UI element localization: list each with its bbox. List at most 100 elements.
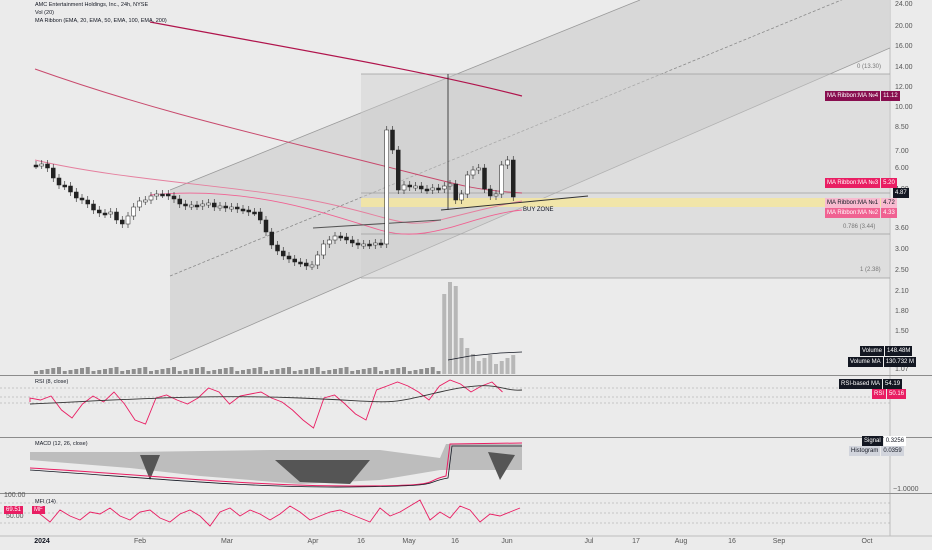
macd-area — [30, 444, 522, 484]
ma-ribbon-ma4 — [149, 21, 523, 97]
last-price-tag: 4.87 — [893, 188, 909, 198]
candle-body — [470, 169, 476, 176]
regression-channel — [170, 0, 890, 360]
candle-body — [177, 198, 182, 205]
volume-bar — [436, 371, 441, 374]
candle-body — [39, 163, 44, 167]
trendline-break — [440, 195, 589, 211]
candle-body — [217, 205, 223, 209]
fib-label-0786: 0.786 (3.44) — [843, 224, 876, 230]
volume-bar — [390, 369, 395, 374]
volume-bar — [321, 371, 326, 374]
volume-bar — [488, 355, 493, 374]
ma2-price-tag: MA Ribbon:MA №2 4.33 — [825, 208, 897, 218]
volume-bar — [97, 370, 102, 374]
candle-body — [459, 193, 464, 201]
channel-upper-line — [169, 0, 641, 191]
volume-bar — [252, 368, 257, 374]
rsi-tag: RSI 50.16 — [872, 389, 907, 399]
volume-bar — [241, 370, 245, 374]
volume-bar — [131, 369, 136, 374]
candle-body — [442, 185, 447, 190]
fib-label-0: 0 (13.30) — [857, 64, 882, 70]
volume-bar — [315, 367, 320, 374]
candle-body — [384, 129, 389, 245]
candle-body — [344, 236, 349, 241]
mfi-tick-100: 100.00 — [4, 492, 26, 499]
candle-body — [79, 197, 85, 201]
price-axis-tick: 24.00 — [895, 1, 913, 8]
volume-indicator-label[interactable]: Vol (20) — [35, 10, 54, 16]
volume-bar — [287, 367, 291, 374]
candle-body — [74, 191, 79, 199]
volume-bar — [384, 370, 389, 374]
volume-bar — [166, 368, 171, 374]
candle-body — [407, 184, 412, 188]
volume-bar — [396, 368, 401, 374]
volume-bar — [499, 361, 504, 374]
ma3-price-tag: MA Ribbon:MA №3 5.20 — [825, 178, 897, 188]
volume-bar — [62, 371, 67, 374]
volume-bar — [120, 371, 125, 374]
candle-body — [327, 239, 332, 245]
candle-body — [51, 167, 56, 179]
candle-body — [367, 243, 372, 247]
volume-bar — [160, 369, 165, 374]
candle-body — [424, 188, 430, 192]
volume-bar — [235, 371, 240, 374]
fib-label-1: 1 (2.38) — [860, 267, 881, 273]
volume-bar — [459, 338, 464, 374]
candle-body — [206, 202, 211, 206]
macd-pane-divider[interactable] — [0, 437, 932, 438]
candle-body — [33, 164, 39, 168]
macd-signal-line — [29, 445, 522, 488]
volume-bar — [206, 371, 211, 374]
volume-bar — [298, 370, 303, 374]
macd-legend[interactable]: MACD (12, 26, close) — [35, 441, 88, 447]
ma-ribbon-ma1 — [34, 159, 523, 224]
candle-body — [223, 205, 228, 209]
candle-body — [62, 184, 67, 188]
mfi-legend[interactable]: MFI (14) — [35, 499, 56, 505]
candle-body — [355, 242, 361, 246]
candle-body — [338, 235, 343, 239]
volume-bar — [154, 370, 159, 374]
candle-body — [131, 206, 136, 217]
buy-zone-band — [361, 198, 890, 207]
volume-bar — [258, 367, 263, 374]
mfi-line — [39, 499, 521, 527]
symbol-title[interactable]: AMC Entertainment Holdings, Inc., 24h, N… — [35, 2, 149, 8]
mfi-pane-divider[interactable] — [0, 493, 932, 494]
time-axis-tick: 16 — [451, 538, 459, 545]
volume-bar — [269, 370, 274, 374]
volume-bar — [511, 355, 516, 374]
volume-bar — [505, 358, 510, 374]
rsi-pane-divider[interactable] — [0, 375, 932, 376]
candle-body — [114, 211, 119, 221]
candle-body — [453, 183, 458, 201]
time-axis-tick: 17 — [632, 538, 640, 545]
price-axis-tick: 14.00 — [895, 64, 913, 71]
price-axis-tick: 16.00 — [895, 43, 913, 50]
volume-bar — [356, 370, 360, 374]
rsi-legend[interactable]: RSI (8, close) — [35, 379, 69, 385]
candle-body — [401, 184, 407, 191]
candle-body — [488, 188, 493, 197]
volume-bar — [200, 367, 205, 374]
price-axis-tick: 3.60 — [895, 225, 909, 232]
volume-bar — [494, 364, 498, 374]
candle-body — [85, 199, 90, 205]
volume-bar — [183, 370, 188, 374]
candle-body — [482, 167, 487, 190]
chart-legend: AMC Entertainment Holdings, Inc., 24h, N… — [35, 1, 167, 25]
volume-bar — [327, 370, 332, 374]
candle-body — [183, 203, 188, 207]
ma-ribbon-indicator-label[interactable]: MA Ribbon (EMA, 20, EMA, 50, EMA, 100, E… — [35, 18, 167, 24]
candle-body — [390, 129, 395, 151]
time-axis-tick: May — [402, 538, 416, 545]
candle-body — [125, 215, 131, 225]
candle-body — [292, 258, 297, 263]
price-axis-tick: 3.00 — [895, 246, 909, 253]
